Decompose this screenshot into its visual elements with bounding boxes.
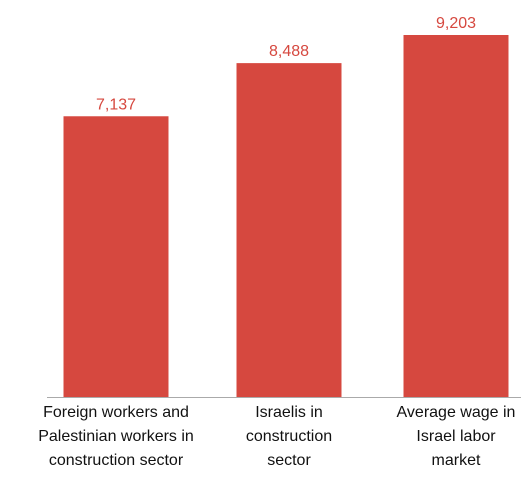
x-tick-label: Average wage in Israel labor market (396, 404, 516, 469)
value-label: 7,137 (96, 96, 136, 113)
value-label: 8,488 (269, 43, 309, 60)
bar (63, 116, 169, 397)
bar (403, 35, 509, 397)
value-label: 9,203 (436, 15, 476, 32)
x-tick-label: Israelis in construction sector (245, 404, 333, 469)
bar (236, 63, 342, 398)
x-tick-label: Foreign workers and Palestinian workers … (38, 404, 194, 469)
